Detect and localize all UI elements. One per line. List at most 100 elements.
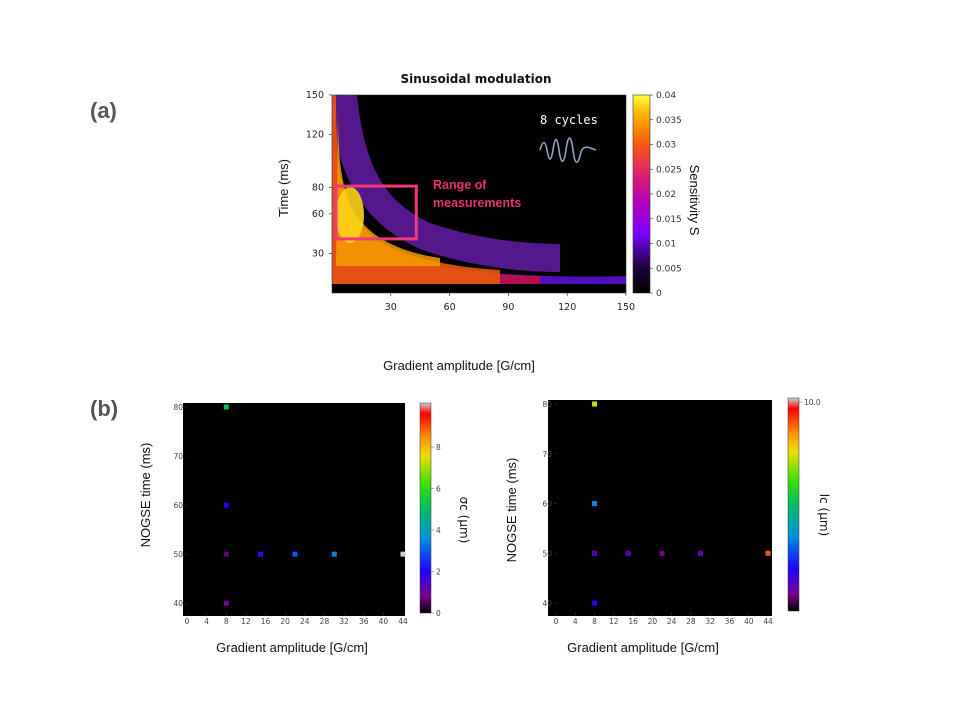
scatter-right-colorbar-label: lc (μm) xyxy=(817,494,831,536)
scatter-y-tick-label: 40 xyxy=(542,599,552,608)
scatter-colorbar-tick-label: 0 xyxy=(436,609,441,618)
heatmap-colorbar-tick-label: 0.005 xyxy=(656,264,682,274)
scatter-point xyxy=(659,550,665,556)
scatter-colorbar-tick-label: 10.0 xyxy=(804,398,821,407)
scatter-x-tick-label: 32 xyxy=(339,617,349,626)
heatmap-bottom-dark xyxy=(332,284,626,293)
cycles-label: 8 cycles xyxy=(540,113,598,127)
scatter-right-plot-area xyxy=(548,400,772,616)
heatmap-y-tick-label: 60 xyxy=(312,209,324,220)
heatmap-colorbar xyxy=(632,94,651,294)
scatter-y-tick-label: 60 xyxy=(173,501,183,510)
scatter-colorbar-tick-label: 4 xyxy=(436,526,441,535)
scatter-x-tick-label: 36 xyxy=(725,617,735,626)
scatter-left-plot-area xyxy=(183,403,405,616)
heatmap-band-mid-glow xyxy=(332,95,561,272)
scatter-x-tick-label: 24 xyxy=(300,617,310,626)
scatter-x-tick-label: 24 xyxy=(667,617,677,626)
scatter-point xyxy=(592,501,598,507)
scatter-point xyxy=(258,551,264,557)
heatmap-y-tick-label: 80 xyxy=(312,182,324,193)
scatter-y-tick-label: 70 xyxy=(542,450,552,459)
scatter-x-tick-label: 8 xyxy=(592,617,597,626)
heatmap-colorbar-tick-label: 0.025 xyxy=(656,165,682,175)
scatter-point xyxy=(223,502,229,508)
scatter-point xyxy=(592,401,598,407)
heatmap-colorbar-tick-label: 0 xyxy=(656,289,662,299)
scatter-left-y-axis-label: NOGSE time (ms) xyxy=(138,443,153,548)
scatter-left-colorbar-label: σc (μm) xyxy=(457,497,471,544)
scatter-y-tick-label: 50 xyxy=(542,549,552,558)
scatter-point xyxy=(698,550,704,556)
scatter-y-tick-label: 80 xyxy=(542,400,552,409)
heatmap-title: Sinusoidal modulation xyxy=(400,72,551,86)
scatter-x-tick-label: 12 xyxy=(609,617,619,626)
scatter-x-tick-label: 12 xyxy=(241,617,251,626)
scatter-colorbar-tick-label: 2 xyxy=(436,568,441,577)
scatter-x-tick-label: 44 xyxy=(398,617,408,626)
heatmap-colorbar-tick-label: 0.04 xyxy=(656,91,676,101)
scatter-point xyxy=(592,550,598,556)
scatter-colorbar-tick-label: 6 xyxy=(436,485,441,494)
sine-wave-icon xyxy=(539,137,597,164)
scatter-x-tick-label: 0 xyxy=(185,617,190,626)
scatter-y-tick-label: 70 xyxy=(173,452,183,461)
heatmap-colorbar-tick-label: 0.015 xyxy=(656,215,682,225)
scatter-x-tick-label: 4 xyxy=(573,617,578,626)
scatter-x-tick-label: 16 xyxy=(628,617,638,626)
scatter-right-x-axis-label: Gradient amplitude [G/cm] xyxy=(567,640,719,655)
heatmap-frame xyxy=(331,94,627,294)
scatter-x-tick-label: 40 xyxy=(379,617,389,626)
scatter-x-tick-label: 28 xyxy=(686,617,696,626)
heatmap-colorbar-label: Sensitivity S xyxy=(687,165,702,236)
scatter-point xyxy=(765,550,771,556)
scatter-point xyxy=(223,404,229,410)
scatter-point xyxy=(292,551,298,557)
range-annotation-line2: measurements xyxy=(433,196,521,210)
heatmap-colorbar-tick-label: 0.03 xyxy=(656,141,676,151)
scatter-x-tick-label: 20 xyxy=(280,617,290,626)
scatter-right-colorbar xyxy=(787,397,800,612)
heatmap-x-tick-label: 60 xyxy=(444,302,456,313)
heatmap-x-tick-label: 150 xyxy=(617,302,635,313)
scatter-colorbar-tick-label: 8 xyxy=(436,443,441,452)
scatter-y-tick-label: 50 xyxy=(173,550,183,559)
scatter-y-tick-label: 40 xyxy=(173,599,183,608)
scatter-x-tick-label: 20 xyxy=(648,617,658,626)
heatmap-x-axis-label: Gradient amplitude [G/cm] xyxy=(383,358,535,373)
panel-a-label: (a) xyxy=(90,98,117,123)
heatmap-x-tick-label: 120 xyxy=(558,302,576,313)
heatmap-x-tick-label: 90 xyxy=(502,302,514,313)
scatter-point xyxy=(223,551,229,557)
heatmap-y-tick-label: 30 xyxy=(312,248,324,259)
scatter-point xyxy=(625,550,631,556)
heatmap-colorbar-tick-label: 0.01 xyxy=(656,240,676,250)
scatter-left-x-axis-label: Gradient amplitude [G/cm] xyxy=(216,640,368,655)
scatter-x-tick-label: 32 xyxy=(705,617,715,626)
panel-b-label: (b) xyxy=(90,396,119,421)
scatter-x-tick-label: 4 xyxy=(204,617,209,626)
scatter-point xyxy=(331,551,337,557)
scatter-x-tick-label: 40 xyxy=(744,617,754,626)
heatmap-colorbar-tick-label: 0.035 xyxy=(656,116,682,126)
heatmap-y-tick-label: 150 xyxy=(306,90,324,101)
scatter-y-tick-label: 80 xyxy=(173,403,183,412)
range-of-measurements-box xyxy=(334,184,418,241)
heatmap-y-axis-label: Time (ms) xyxy=(276,159,291,217)
heatmap-y-tick-label: 120 xyxy=(306,130,324,141)
heatmap-x-tick-label: 30 xyxy=(385,302,397,313)
scatter-y-tick-label: 60 xyxy=(542,500,552,509)
scatter-x-tick-label: 44 xyxy=(763,617,773,626)
heatmap-field xyxy=(332,95,626,293)
scatter-x-tick-label: 28 xyxy=(320,617,330,626)
scatter-point xyxy=(400,551,406,557)
heatmap-peak xyxy=(336,187,364,243)
scatter-point xyxy=(223,600,229,606)
range-annotation-line1: Range of xyxy=(433,178,487,192)
scatter-x-tick-label: 16 xyxy=(261,617,271,626)
scatter-x-tick-label: 8 xyxy=(224,617,229,626)
scatter-right-y-axis-label: NOGSE time (ms) xyxy=(504,458,519,563)
heatmap-colorbar-tick-label: 0.02 xyxy=(656,190,676,200)
scatter-x-tick-label: 0 xyxy=(554,617,559,626)
